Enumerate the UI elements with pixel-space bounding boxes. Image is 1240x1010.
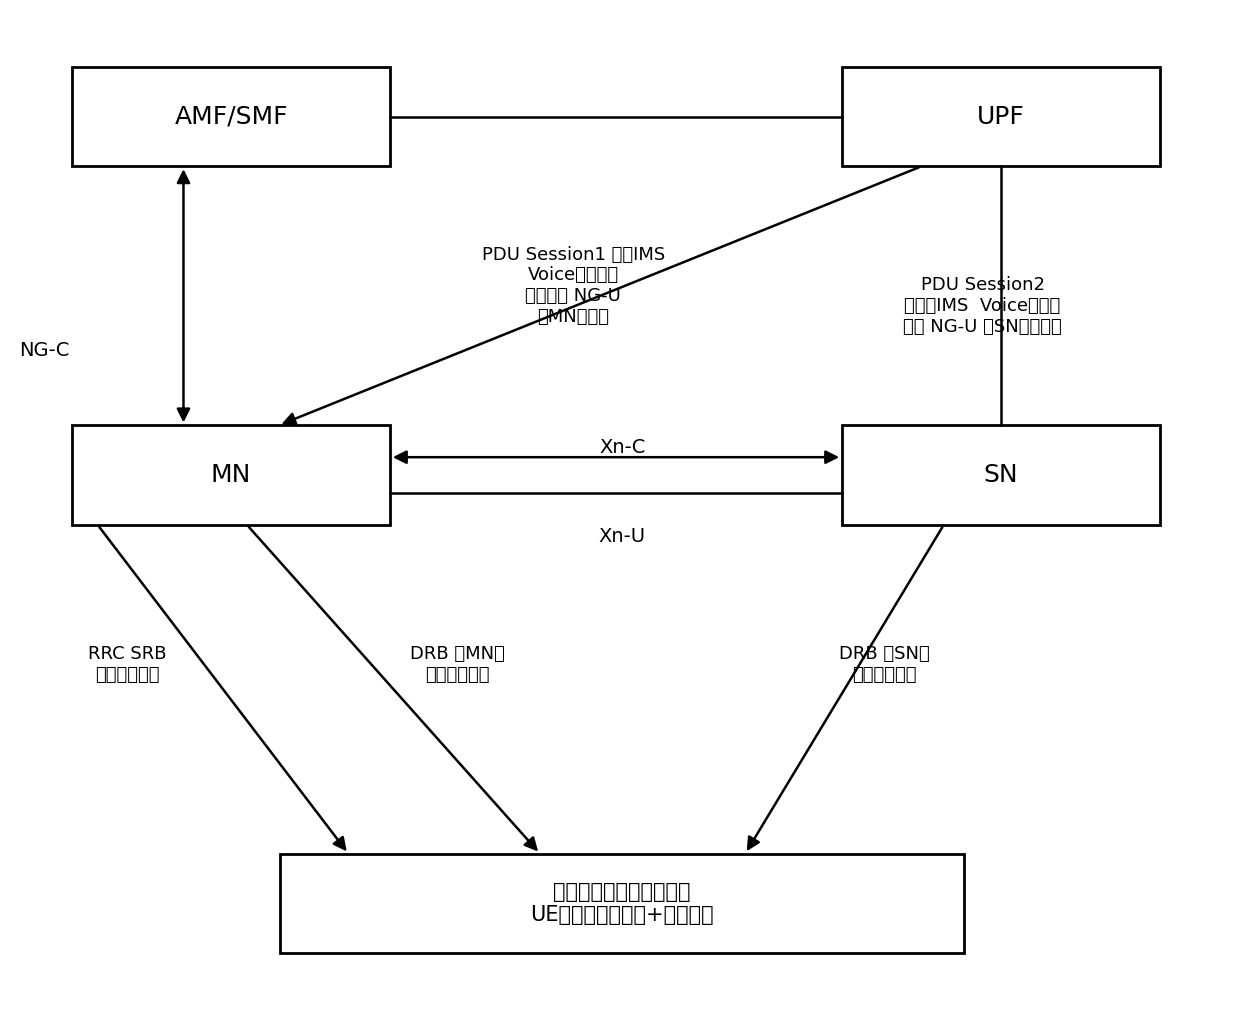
Text: DRB （SN）
数据无线承载: DRB （SN） 数据无线承载: [839, 645, 930, 684]
Text: MN: MN: [211, 464, 252, 487]
Bar: [72, 425, 389, 525]
Text: Xn-C: Xn-C: [599, 438, 645, 458]
Bar: [842, 425, 1159, 525]
Text: UPF: UPF: [977, 104, 1024, 128]
Text: AMF/SMF: AMF/SMF: [175, 104, 288, 128]
Text: PDU Session2
不含有IMS  Voice业务流
可在 NG-U （SN）侧承载: PDU Session2 不含有IMS Voice业务流 可在 NG-U （SN…: [903, 276, 1061, 335]
Text: SN: SN: [983, 464, 1018, 487]
Bar: [280, 853, 965, 953]
Text: DRB （MN）
数据无线承载: DRB （MN） 数据无线承载: [409, 645, 505, 684]
Bar: [72, 67, 389, 167]
Text: PDU Session1 含有IMS
Voice业务流，
但只能在 NG-U
（MN）承载: PDU Session1 含有IMS Voice业务流， 但只能在 NG-U （…: [481, 245, 665, 326]
Text: RRC SRB
信令无线承载: RRC SRB 信令无线承载: [88, 645, 166, 684]
Text: Xn-U: Xn-U: [599, 527, 646, 546]
Text: NG-C: NG-C: [20, 341, 69, 361]
Text: 处于双连接操作且激活态
UE，同时进行数据+语音业务: 处于双连接操作且激活态 UE，同时进行数据+语音业务: [531, 882, 714, 925]
Bar: [842, 67, 1159, 167]
